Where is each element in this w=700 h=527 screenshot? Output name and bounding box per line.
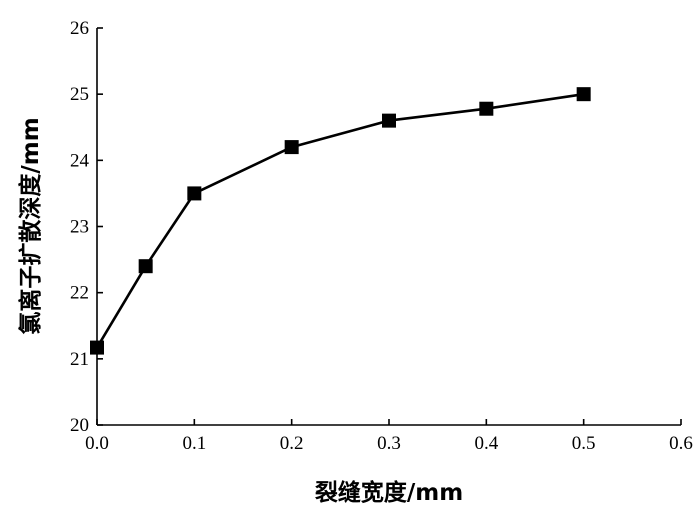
data-point-marker (138, 259, 153, 274)
data-point-marker (90, 340, 104, 355)
x-tick-label: 0.0 (85, 433, 109, 454)
y-tick-label: 22 (70, 283, 89, 304)
y-tick-label: 20 (70, 415, 89, 436)
y-tick-label: 25 (70, 84, 89, 105)
y-tick-label: 21 (70, 349, 89, 370)
x-tick-label: 0.3 (377, 433, 401, 454)
y-axis-title: 氯离子扩散深度/mm (17, 117, 44, 334)
data-point-marker (382, 113, 396, 128)
x-tick-label: 0.6 (669, 433, 693, 454)
axes (96, 28, 681, 426)
data-point-marker (187, 186, 202, 201)
data-point-marker (284, 140, 299, 155)
y-tick-label: 23 (70, 217, 89, 238)
series-line (95, 92, 584, 349)
x-tick-label: 0.5 (572, 433, 596, 454)
x-tick-label: 0.1 (182, 433, 206, 454)
x-tick-label: 0.4 (474, 433, 498, 454)
ticks: 20 21 22 23 24 25 26 0.0 0.1 0.2 0.3 0.4 0.5 0.6 (70, 18, 693, 454)
x-axis-title: 裂缝宽度/mm (315, 479, 463, 506)
series-layer (90, 87, 591, 355)
data-point-marker (576, 87, 591, 102)
data-point-marker (479, 101, 494, 116)
y-tick-label: 26 (70, 18, 89, 39)
y-tick-label: 24 (70, 150, 90, 171)
x-tick-label: 0.2 (280, 433, 304, 454)
